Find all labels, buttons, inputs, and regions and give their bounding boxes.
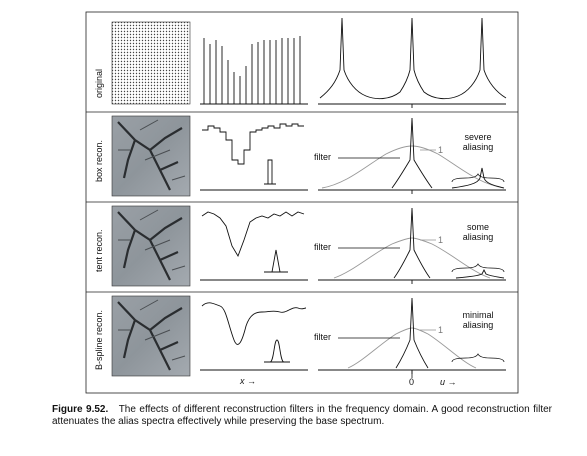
- tent-recon-image-panel: [111, 205, 191, 287]
- aliasing-word-box: aliasing: [462, 142, 494, 152]
- u-axis-label: u →: [440, 377, 457, 387]
- bspline-recon-spectrum-plot: [318, 297, 506, 374]
- bspline-recon-signal-plot: [200, 302, 308, 371]
- bspline-recon-image-panel: [111, 295, 191, 377]
- row-label-tent-recon: tent recon.: [94, 229, 104, 272]
- original-image-panel: [111, 21, 191, 105]
- x-axis-label: x →: [240, 376, 257, 386]
- aliasing-level-bspline: minimal: [462, 310, 494, 320]
- one-label-tent: 1: [438, 235, 444, 245]
- figure-caption: Figure 9.52. The effects of different re…: [52, 404, 552, 428]
- box-recon-spectrum-plot: [318, 117, 506, 194]
- tent-recon-spectrum-plot: [318, 207, 506, 284]
- box-recon-image-panel: [111, 115, 191, 197]
- caption-text: The effects of different reconstruction …: [52, 404, 553, 427]
- original-spectrum-plot: [318, 17, 507, 108]
- row-label-original: original: [94, 68, 104, 98]
- filter-label-box: filter: [314, 152, 332, 162]
- tent-recon-signal-plot: [200, 211, 308, 281]
- aliasing-level-tent: some: [466, 222, 489, 232]
- row-label-bspline-recon: B-spline recon.: [94, 309, 104, 370]
- one-label-bspline: 1: [438, 325, 444, 335]
- zero-tick-label: 0: [409, 377, 415, 387]
- caption-number: Figure 9.52.: [52, 404, 109, 415]
- aliasing-word-bspline: aliasing: [462, 320, 494, 330]
- figure-frame: [85, 11, 519, 394]
- filter-label-tent: filter: [314, 242, 332, 252]
- aliasing-word-tent: aliasing: [462, 232, 494, 242]
- filter-label-bspline: filter: [314, 332, 332, 342]
- aliasing-annotation-tent: some aliasing: [454, 222, 502, 242]
- one-label-box: 1: [438, 145, 444, 155]
- aliasing-level-box: severe: [464, 132, 492, 142]
- original-samples-plot: [200, 36, 308, 105]
- box-recon-signal-plot: [200, 123, 308, 191]
- row-label-box-recon: box recon.: [94, 139, 104, 182]
- aliasing-annotation-bspline: minimal aliasing: [454, 310, 502, 330]
- aliasing-annotation-box: severe aliasing: [454, 132, 502, 152]
